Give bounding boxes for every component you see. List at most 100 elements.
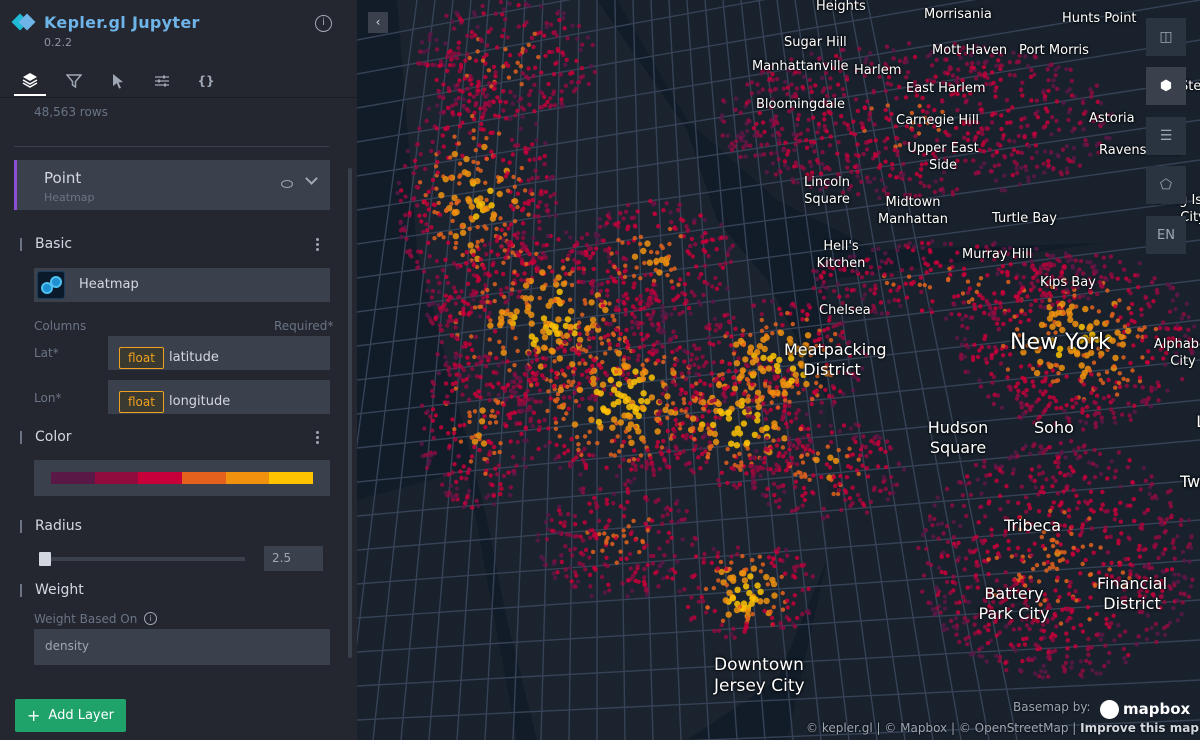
heatmap-point bbox=[918, 174, 923, 179]
lat-field-selector[interactable]: float latitude bbox=[108, 336, 330, 370]
heatmap-point bbox=[852, 164, 858, 170]
heatmap-point bbox=[649, 300, 654, 306]
heatmap-point bbox=[868, 449, 873, 455]
heatmap-point bbox=[562, 26, 567, 31]
heatmap-point bbox=[831, 66, 836, 71]
heatmap-point bbox=[505, 240, 510, 246]
filters-tab[interactable] bbox=[58, 66, 90, 96]
heatmap-point bbox=[834, 177, 839, 182]
heatmap-point bbox=[1121, 646, 1127, 652]
heatmap-point bbox=[789, 57, 794, 62]
heatmap-point bbox=[588, 416, 595, 423]
heatmap-point bbox=[536, 54, 541, 60]
add-layer-button[interactable]: + Add Layer bbox=[15, 699, 126, 732]
heatmap-point bbox=[677, 202, 682, 207]
heatmap-point bbox=[1073, 401, 1079, 406]
heatmap-point bbox=[429, 295, 434, 300]
heatmap-point bbox=[750, 398, 756, 403]
heatmap-point bbox=[532, 213, 537, 219]
color-range-selector[interactable] bbox=[34, 460, 330, 496]
heatmap-point bbox=[961, 594, 966, 600]
heatmap-point bbox=[1040, 379, 1045, 384]
heatmap-point bbox=[557, 17, 562, 23]
layer-type-selector[interactable]: Heatmap bbox=[34, 268, 330, 302]
heatmap-point bbox=[1099, 120, 1105, 126]
heatmap-point bbox=[489, 440, 494, 446]
heatmap-point bbox=[650, 202, 656, 207]
heatmap-point bbox=[981, 64, 987, 70]
heatmap-point bbox=[1032, 541, 1037, 546]
heatmap-point bbox=[760, 492, 766, 497]
more-options-icon[interactable] bbox=[316, 431, 320, 445]
heatmap-point bbox=[1024, 402, 1030, 407]
heatmap-point bbox=[818, 179, 824, 184]
heatmap-point bbox=[477, 195, 484, 202]
heatmap-point bbox=[769, 560, 774, 566]
heatmap-point bbox=[850, 501, 855, 506]
lon-field-selector[interactable]: float longitude bbox=[108, 380, 330, 414]
radius-slider-track[interactable] bbox=[45, 557, 245, 561]
heatmap-point bbox=[615, 350, 623, 357]
config-tab[interactable]: {} bbox=[190, 66, 222, 96]
heatmap-point bbox=[691, 425, 696, 431]
heatmap-point bbox=[449, 493, 455, 499]
visibility-eye-icon[interactable] bbox=[281, 180, 293, 188]
heatmap-point bbox=[483, 364, 489, 369]
section-radius-title: Radius bbox=[20, 519, 82, 533]
heatmap-point bbox=[1028, 74, 1034, 80]
layer-panel-header[interactable]: Point Heatmap bbox=[14, 160, 330, 210]
heatmap-point bbox=[566, 379, 571, 384]
panel-scrollbar[interactable] bbox=[348, 168, 352, 658]
weight-field-selector[interactable]: density bbox=[34, 629, 330, 665]
layers-tab[interactable] bbox=[14, 66, 46, 96]
heatmap-point bbox=[652, 211, 657, 216]
basemap-tab[interactable] bbox=[146, 66, 178, 96]
info-icon[interactable]: i bbox=[315, 15, 332, 32]
heatmap-point bbox=[582, 446, 587, 452]
heatmap-point bbox=[759, 312, 764, 317]
heatmap-point bbox=[983, 624, 988, 630]
map-basemap[interactable] bbox=[357, 0, 1200, 740]
heatmap-point bbox=[718, 410, 726, 417]
heatmap-point bbox=[728, 343, 734, 348]
heatmap-point bbox=[718, 568, 725, 576]
heatmap-point bbox=[1020, 446, 1026, 452]
heatmap-point bbox=[859, 179, 864, 184]
interactions-tab[interactable] bbox=[102, 66, 134, 96]
heatmap-point bbox=[1026, 144, 1032, 149]
heatmap-point bbox=[737, 337, 745, 345]
heatmap-point bbox=[1010, 471, 1016, 476]
heatmap-point bbox=[850, 388, 856, 393]
heatmap-point bbox=[501, 108, 506, 113]
heatmap-point bbox=[482, 414, 487, 419]
heatmap-point bbox=[779, 311, 784, 317]
heatmap-point bbox=[983, 514, 988, 519]
heatmap-point bbox=[536, 532, 541, 537]
radius-input[interactable]: 2.5 bbox=[264, 546, 323, 571]
heatmap-point bbox=[623, 429, 629, 434]
layer-name[interactable]: Point bbox=[44, 169, 82, 187]
heatmap-point bbox=[435, 274, 440, 280]
heatmap-point bbox=[1055, 86, 1060, 92]
heatmap-point bbox=[692, 217, 697, 223]
heatmap-point bbox=[850, 485, 855, 490]
heatmap-point bbox=[638, 241, 643, 247]
info-icon[interactable]: i bbox=[144, 612, 157, 625]
heatmap-point bbox=[793, 136, 798, 142]
chevron-down-icon[interactable] bbox=[305, 172, 318, 185]
heatmap-point bbox=[422, 61, 428, 67]
more-options-icon[interactable] bbox=[316, 238, 320, 252]
heatmap-point bbox=[1164, 567, 1170, 573]
heatmap-point bbox=[1011, 147, 1017, 153]
heatmap-point bbox=[737, 604, 743, 609]
heatmap-point bbox=[1080, 544, 1085, 549]
heatmap-point bbox=[1123, 557, 1128, 562]
heatmap-point bbox=[755, 82, 760, 87]
heatmap-point bbox=[958, 523, 963, 529]
heatmap-point bbox=[510, 454, 516, 460]
heatmap-point bbox=[794, 437, 799, 443]
heatmap-point bbox=[434, 47, 440, 52]
heatmap-point bbox=[1074, 598, 1079, 603]
radius-slider-handle[interactable] bbox=[39, 552, 51, 566]
